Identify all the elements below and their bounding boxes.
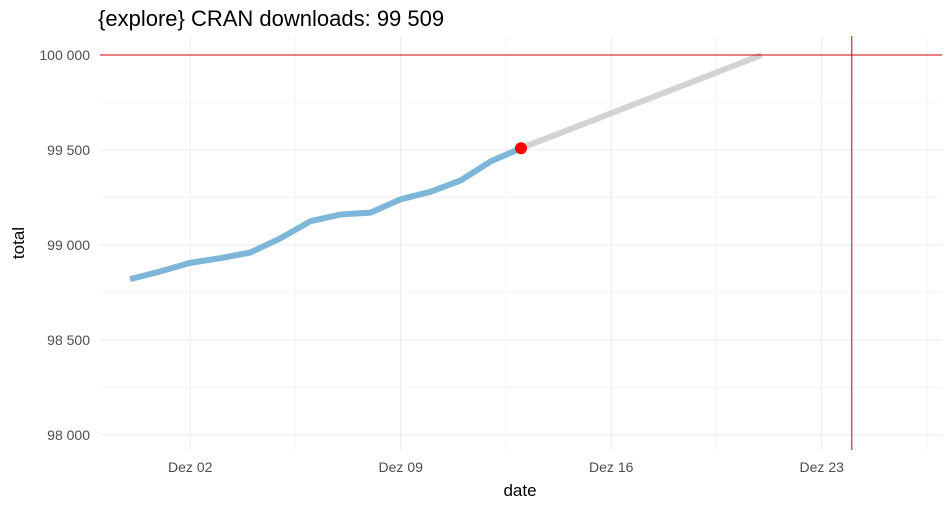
x-tick-label: Dez 16	[589, 459, 634, 475]
x-axis-ticks: Dez 02 Dez 09 Dez 16 Dez 23	[168, 459, 844, 475]
grid-lines	[100, 36, 942, 450]
highlight-layer	[515, 142, 527, 155]
x-tick-label: Dez 23	[800, 459, 845, 475]
x-tick-label: Dez 02	[168, 459, 213, 475]
projection-series-line	[519, 52, 763, 151]
y-tick-label: 100 000	[39, 47, 90, 63]
chart-title: {explore} CRAN downloads: 99 509	[98, 6, 444, 31]
x-axis-title: date	[503, 481, 536, 500]
reference-lines	[100, 36, 942, 450]
y-tick-label: 98 000	[47, 427, 90, 443]
current-total-point	[515, 142, 527, 155]
y-tick-label: 98 500	[47, 332, 90, 348]
y-axis-ticks: 98 000 98 500 99 000 99 500 100 000	[39, 47, 90, 443]
y-axis-title: total	[9, 227, 28, 259]
y-tick-label: 99 000	[47, 237, 90, 253]
y-tick-label: 99 500	[47, 142, 90, 158]
downloads-series-line	[129, 145, 523, 283]
x-tick-label: Dez 09	[379, 459, 424, 475]
series-layer	[129, 52, 763, 283]
